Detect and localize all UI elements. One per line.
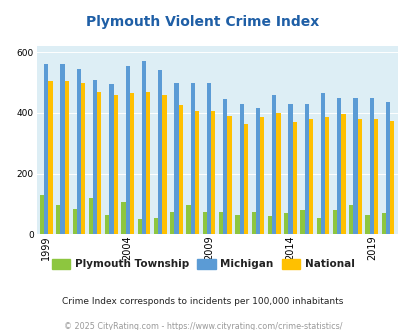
Bar [202,212,207,234]
Bar [97,92,101,234]
Bar [174,82,178,234]
Bar [170,212,174,234]
Bar [308,119,312,234]
Bar [292,122,296,234]
Bar [64,81,69,234]
Bar [105,214,109,234]
Bar [357,119,361,234]
Bar [194,112,198,234]
Bar [72,209,77,234]
Bar [137,219,141,234]
Bar [162,95,166,234]
Bar [81,82,85,234]
Bar [89,198,93,234]
Bar [341,115,345,234]
Bar [207,82,211,234]
Bar [243,123,247,234]
Bar [239,104,243,234]
Bar [178,105,182,234]
Bar [130,93,134,234]
Bar [227,116,231,234]
Bar [113,95,117,234]
Bar [332,210,336,234]
Bar [381,213,385,234]
Bar [259,117,264,234]
Bar [218,212,223,234]
Bar [60,64,64,234]
Bar [369,98,373,234]
Bar [153,217,158,234]
Bar [320,93,324,234]
Bar [190,82,194,234]
Text: Crime Index corresponds to incidents per 100,000 inhabitants: Crime Index corresponds to incidents per… [62,297,343,306]
Bar [389,120,394,234]
Bar [48,81,53,234]
Bar [364,214,369,234]
Bar [251,212,255,234]
Text: Plymouth Violent Crime Index: Plymouth Violent Crime Index [86,15,319,29]
Bar [284,213,288,234]
Bar [304,104,308,234]
Bar [223,99,227,234]
Bar [40,195,44,234]
Bar [271,95,276,234]
Bar [44,64,48,234]
Bar [109,84,113,234]
Text: © 2025 CityRating.com - https://www.cityrating.com/crime-statistics/: © 2025 CityRating.com - https://www.city… [64,322,341,330]
Legend: Plymouth Township, Michigan, National: Plymouth Township, Michigan, National [47,255,358,274]
Bar [186,206,190,234]
Bar [385,102,389,234]
Bar [255,108,259,234]
Bar [77,69,81,234]
Bar [211,112,215,234]
Bar [288,104,292,234]
Bar [121,202,125,234]
Bar [234,214,239,234]
Bar [276,113,280,234]
Bar [158,71,162,234]
Bar [353,98,357,234]
Bar [267,216,271,234]
Bar [141,61,146,234]
Bar [373,119,377,234]
Bar [56,206,60,234]
Bar [336,98,341,234]
Bar [324,117,328,234]
Bar [300,210,304,234]
Bar [316,217,320,234]
Bar [146,92,150,234]
Bar [93,80,97,234]
Bar [125,66,130,234]
Bar [348,206,353,234]
